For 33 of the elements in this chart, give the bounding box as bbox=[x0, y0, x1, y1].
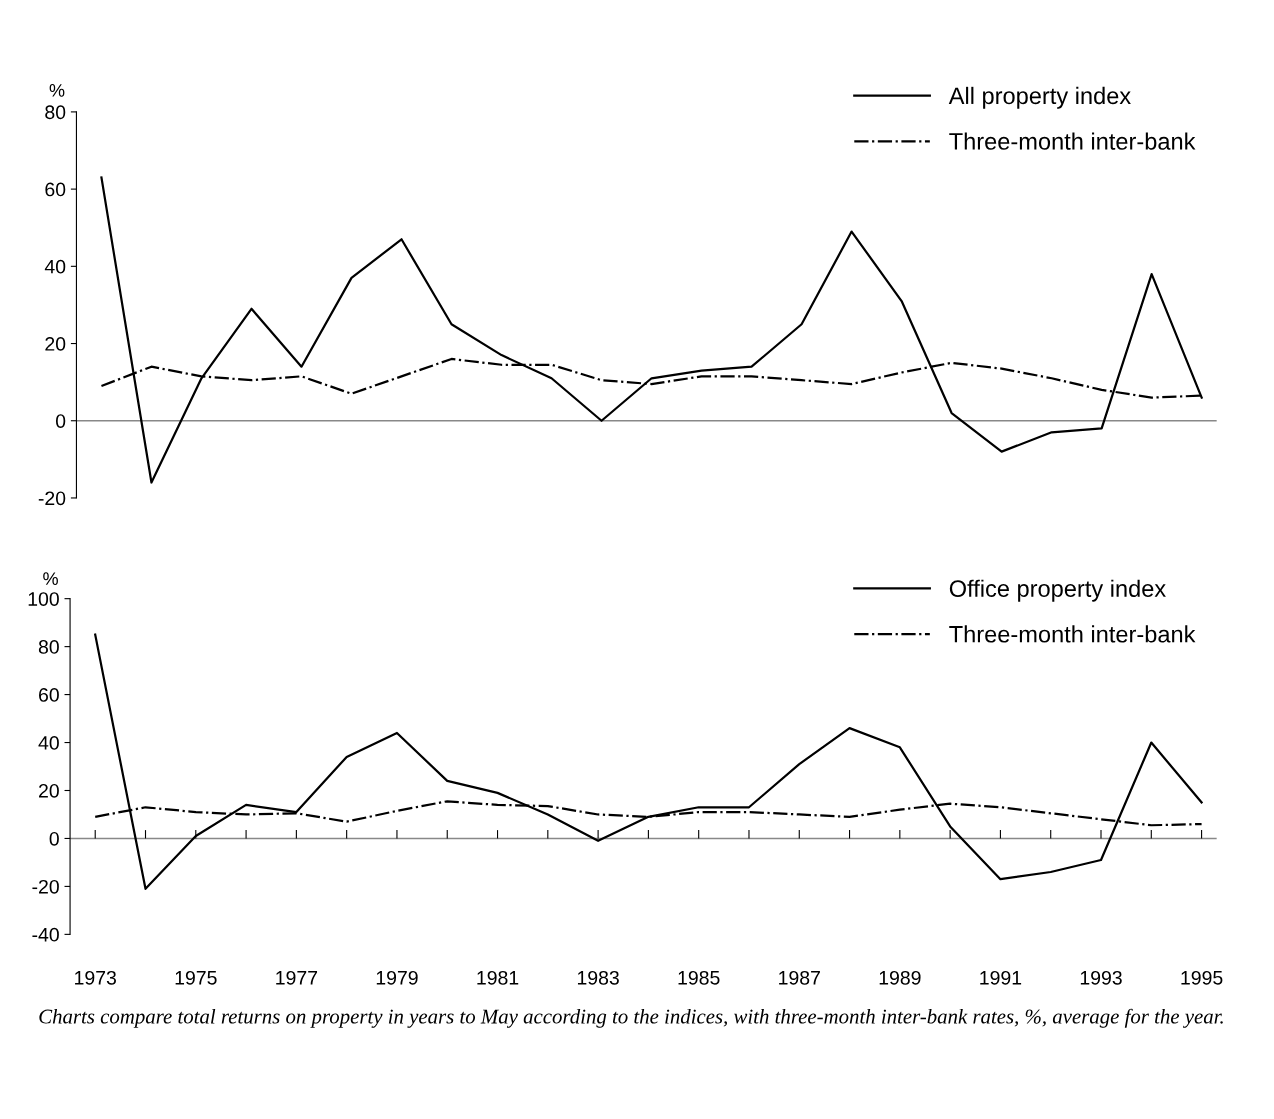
x-tick-label: 1995 bbox=[1181, 970, 1223, 985]
y-tick-label: 0 bbox=[49, 831, 59, 846]
x-tick-label: 1979 bbox=[376, 970, 418, 985]
y-tick-label: 100 bbox=[28, 592, 59, 606]
y-tick-label: 20 bbox=[39, 783, 59, 798]
legend-label: Three-month inter-bank bbox=[949, 625, 1196, 643]
x-tick-label: 1975 bbox=[175, 970, 217, 985]
y-tick-label: -20 bbox=[38, 491, 66, 506]
x-tick-label: 1983 bbox=[577, 970, 619, 985]
y-axis-title: % bbox=[49, 84, 65, 97]
x-tick-label: 1977 bbox=[276, 970, 318, 985]
y-tick-label: 80 bbox=[45, 105, 66, 120]
y-tick-label: 80 bbox=[38, 640, 59, 654]
x-tick-label: 1993 bbox=[1080, 970, 1122, 985]
y-tick-label: 40 bbox=[44, 259, 66, 274]
y-axis-title: % bbox=[43, 572, 58, 585]
x-tick-label: 1989 bbox=[879, 970, 921, 985]
x-tick-label: 1981 bbox=[477, 970, 519, 985]
legend-label: Three-month inter-bank bbox=[949, 132, 1196, 150]
y-tick-label: -40 bbox=[32, 927, 59, 942]
y-tick-label: 60 bbox=[45, 182, 66, 197]
y-tick-label: 60 bbox=[39, 688, 59, 702]
legend-label: Office property index bbox=[949, 579, 1166, 602]
y-tick-label: 0 bbox=[55, 414, 66, 428]
x-tick-label: 1985 bbox=[678, 970, 720, 985]
text: Charts compare total returns on property in years to May according to the indices, with three-month inter-bank rates, %, average for the year. bbox=[39, 1008, 1223, 1028]
y-tick-label: 20 bbox=[45, 337, 66, 351]
y-tick-label: -20 bbox=[32, 879, 59, 894]
x-tick-label: 1973 bbox=[75, 970, 116, 985]
x-tick-label: 1987 bbox=[779, 970, 820, 985]
y-tick-label: 40 bbox=[38, 736, 59, 750]
legend-label: All property index bbox=[948, 86, 1131, 109]
x-tick-label: 1991 bbox=[980, 970, 1022, 985]
